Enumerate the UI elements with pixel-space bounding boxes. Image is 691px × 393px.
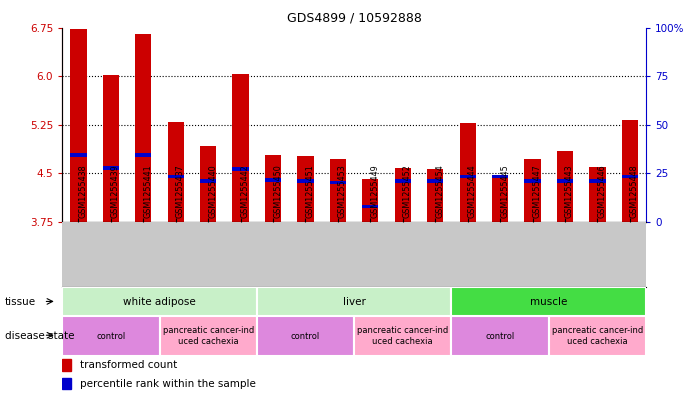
- Bar: [427, 169, 444, 222]
- Bar: [297, 156, 314, 222]
- Text: pancreatic cancer-ind
uced cachexia: pancreatic cancer-ind uced cachexia: [162, 326, 254, 346]
- Bar: [232, 74, 249, 222]
- Bar: [70, 29, 86, 222]
- Bar: [460, 175, 476, 178]
- Bar: [557, 151, 573, 222]
- Text: pancreatic cancer-ind
uced cachexia: pancreatic cancer-ind uced cachexia: [357, 326, 448, 346]
- Bar: [492, 175, 508, 222]
- Bar: [265, 178, 281, 182]
- Bar: [395, 168, 411, 222]
- Bar: [168, 175, 184, 178]
- Bar: [168, 121, 184, 222]
- Text: control: control: [486, 332, 515, 340]
- Bar: [62, 378, 71, 389]
- Bar: [622, 120, 638, 222]
- Bar: [62, 359, 71, 371]
- Bar: [62, 316, 160, 356]
- Bar: [460, 123, 476, 222]
- Bar: [200, 145, 216, 222]
- Bar: [451, 316, 549, 356]
- Bar: [62, 287, 257, 316]
- Bar: [160, 316, 257, 356]
- Bar: [427, 180, 444, 183]
- Bar: [362, 205, 379, 208]
- Bar: [524, 159, 540, 222]
- Text: muscle: muscle: [530, 297, 567, 307]
- Text: disease state: disease state: [5, 331, 75, 341]
- Bar: [265, 155, 281, 222]
- Text: control: control: [291, 332, 320, 340]
- Bar: [232, 167, 249, 171]
- Bar: [492, 175, 508, 178]
- Bar: [557, 180, 573, 183]
- Text: percentile rank within the sample: percentile rank within the sample: [79, 379, 256, 389]
- Text: liver: liver: [343, 297, 366, 307]
- Bar: [70, 154, 86, 157]
- Text: transformed count: transformed count: [79, 360, 177, 370]
- Bar: [330, 159, 346, 222]
- Bar: [297, 180, 314, 183]
- Bar: [135, 34, 151, 222]
- Bar: [330, 181, 346, 184]
- Bar: [395, 180, 411, 183]
- Text: white adipose: white adipose: [123, 297, 196, 307]
- Text: pancreatic cancer-ind
uced cachexia: pancreatic cancer-ind uced cachexia: [552, 326, 643, 346]
- Bar: [257, 287, 451, 316]
- Bar: [589, 180, 605, 183]
- Text: control: control: [96, 332, 126, 340]
- Bar: [451, 287, 646, 316]
- Bar: [354, 316, 451, 356]
- Bar: [103, 167, 119, 170]
- Bar: [622, 175, 638, 178]
- Title: GDS4899 / 10592888: GDS4899 / 10592888: [287, 12, 422, 25]
- Bar: [103, 75, 119, 222]
- Bar: [200, 180, 216, 183]
- Bar: [524, 180, 540, 183]
- Bar: [362, 178, 379, 222]
- Bar: [257, 316, 354, 356]
- Bar: [549, 316, 646, 356]
- Text: tissue: tissue: [5, 297, 36, 307]
- Bar: [589, 167, 605, 222]
- Bar: [135, 154, 151, 157]
